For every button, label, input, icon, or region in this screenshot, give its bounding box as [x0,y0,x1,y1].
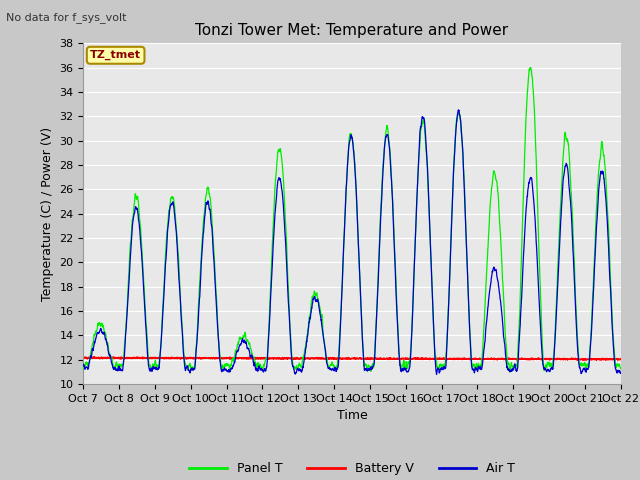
Text: TZ_tmet: TZ_tmet [90,50,141,60]
Panel T [508,364,516,370]
Panel T [527,65,534,71]
Air T [379,167,387,173]
Panel T [367,368,375,373]
Battery V [584,356,592,362]
Panel T [585,364,593,370]
Air T [79,362,87,368]
Line: Battery V: Battery V [83,357,621,360]
Battery V [570,356,577,362]
Air T [617,371,625,376]
Y-axis label: Temperature (C) / Power (V): Temperature (C) / Power (V) [41,127,54,300]
Battery V [380,356,387,362]
Panel T [506,369,514,375]
Legend: Panel T, Battery V, Air T: Panel T, Battery V, Air T [184,457,520,480]
Battery V [617,356,625,362]
Air T [367,365,375,371]
Battery V [508,357,516,362]
Panel T [570,247,577,252]
Panel T [617,366,625,372]
Battery V [368,356,376,361]
Text: No data for f_sys_volt: No data for f_sys_volt [6,12,127,23]
Air T [229,363,237,369]
Battery V [230,355,237,361]
Line: Air T: Air T [83,110,621,374]
Panel T [379,163,387,169]
Panel T [229,357,237,363]
Battery V [611,358,619,363]
Air T [433,372,440,377]
Panel T [79,367,87,372]
Air T [454,107,462,113]
X-axis label: Time: Time [337,409,367,422]
Line: Panel T: Panel T [83,68,621,372]
Title: Tonzi Tower Met: Temperature and Power: Tonzi Tower Met: Temperature and Power [195,23,509,38]
Air T [585,365,593,371]
Battery V [110,354,118,360]
Battery V [79,355,87,360]
Air T [570,264,577,269]
Air T [509,366,516,372]
